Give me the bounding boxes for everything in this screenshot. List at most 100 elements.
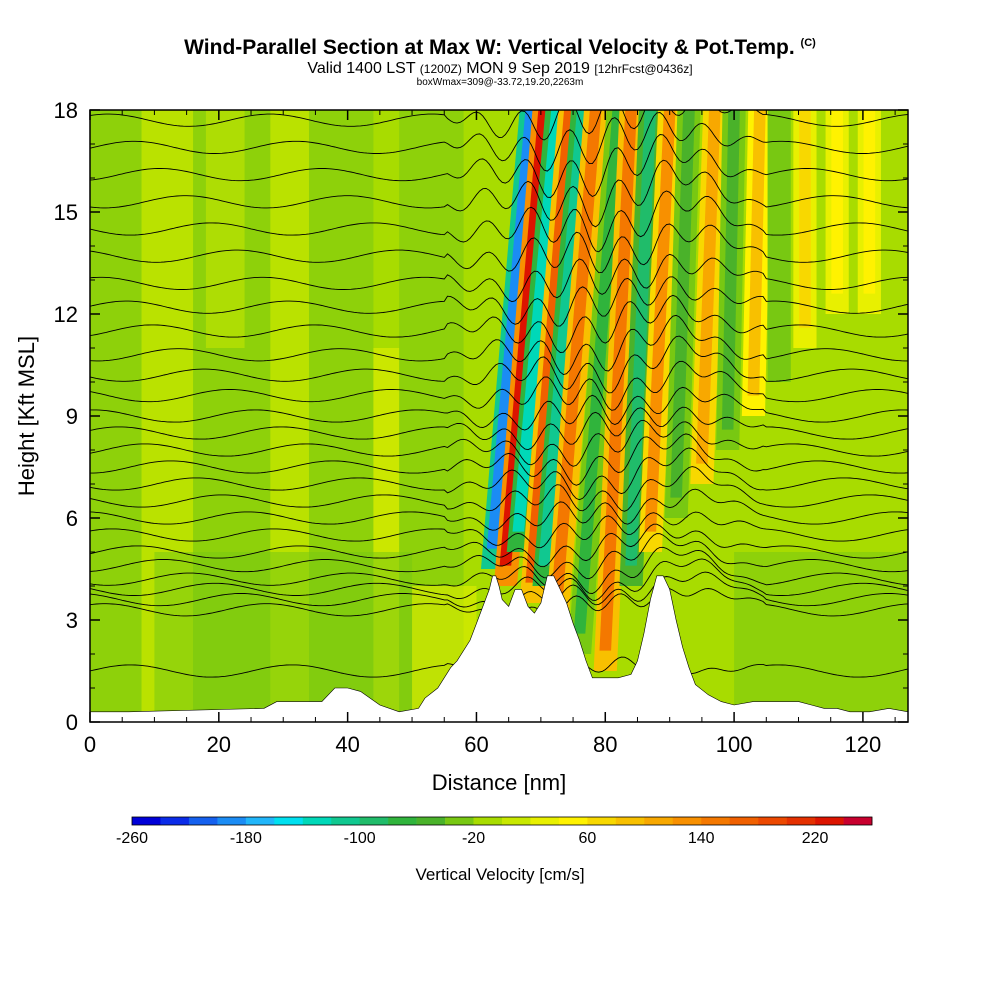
x-tick-label: 100 (716, 732, 753, 757)
y-tick-label: 3 (66, 608, 78, 633)
colorbar-swatch (701, 817, 730, 825)
colorbar-swatch (815, 817, 844, 825)
plot-area (90, 110, 908, 722)
colorbar: -260 -180 -100 -20 60 140 220 (116, 816, 873, 847)
x-tick-label: 120 (845, 732, 882, 757)
subtitle-date: MON 9 Sep 2019 (466, 60, 590, 77)
subtitle-valid: Valid 1400 LST (307, 60, 416, 77)
y-tick-label: 12 (54, 302, 78, 327)
theta-contour (90, 253, 908, 303)
velocity-band-core (773, 110, 785, 362)
colorbar-swatch (644, 817, 674, 825)
terrain (90, 575, 908, 722)
theta-contour (90, 466, 908, 512)
theta-contour (90, 190, 908, 253)
colorbar-tick-label: -100 (344, 830, 376, 847)
y-tick-label: 15 (54, 200, 78, 225)
theta-contour (90, 112, 908, 172)
theta-contour (90, 533, 908, 580)
theta-contour (90, 523, 908, 568)
colorbar-swatch (729, 817, 759, 825)
y-tick-label: 18 (54, 98, 78, 123)
x-axis: 0 20 40 60 80 100 120 (84, 110, 896, 757)
colorbar-swatch (331, 817, 360, 825)
colorbar-tick-label: -20 (462, 830, 485, 847)
colorbar-swatch (160, 817, 190, 825)
theta-contour (90, 276, 908, 327)
velocity-band-core (573, 110, 624, 634)
x-tick-label: 80 (593, 732, 617, 757)
colorbar-swatch (615, 817, 645, 825)
terrain-fill (90, 575, 908, 722)
subtitle-zulu: (1200Z) (419, 62, 462, 76)
field-patch (205, 110, 245, 348)
colorbar-tick-label: -180 (230, 830, 262, 847)
theta-contour (90, 386, 908, 431)
field-patch (154, 552, 413, 712)
velocity-band-core (799, 110, 811, 328)
velocity-band-core (721, 110, 740, 430)
velocity-band-core (696, 110, 721, 464)
x-tick-label: 20 (207, 732, 231, 757)
velocity-band-core (625, 110, 657, 566)
colorbar-tick-label: 140 (688, 830, 715, 847)
colorbar-swatch (132, 817, 161, 825)
velocity-band-core (551, 110, 602, 600)
colorbar-tick-label: 220 (802, 830, 829, 847)
theta-contour (90, 433, 908, 486)
theta-contour (90, 335, 908, 394)
y-axis: 0 3 6 9 12 15 18 (54, 98, 908, 735)
colorbar-swatch (416, 817, 446, 825)
colorbar-swatch (445, 817, 474, 825)
colorbar-swatch (302, 817, 332, 825)
colorbar-swatch (843, 817, 873, 825)
x-tick-label: 40 (335, 732, 359, 757)
colorbar-swatch (188, 817, 218, 825)
colorbar-swatch (672, 817, 702, 825)
field-patch (734, 552, 908, 712)
theta-contour (90, 294, 908, 353)
colorbar-label: Vertical Velocity [cm/s] (415, 865, 584, 884)
colorbar-tick-label: 60 (578, 830, 596, 847)
theta-contour (90, 511, 908, 549)
y-axis-label: Height [Kft MSL] (14, 336, 39, 496)
title-mark: (C) (800, 37, 816, 49)
colorbar-swatch (217, 817, 247, 825)
theta-contour (90, 159, 908, 228)
theta-contours (90, 110, 908, 682)
theta-contour (90, 110, 908, 141)
colorbar-swatch (558, 817, 588, 825)
chart-subtitle: Valid 1400 LST (1200Z) MON 9 Sep 2019 [1… (0, 60, 1000, 78)
velocity-band-core (644, 110, 676, 532)
subtitle-forecast: [12hrFcst@0436z] (594, 62, 693, 76)
theta-contour (90, 419, 908, 467)
velocity-band-core (599, 110, 637, 651)
x-tick-label: 60 (464, 732, 488, 757)
colorbar-swatch (786, 817, 816, 825)
chart-subline: boxWmax=309@-33.72,19.20,2263m (416, 77, 584, 88)
colorbar-swatch (274, 817, 304, 825)
colorbar-swatch (359, 817, 389, 825)
colorbar-swatch (587, 817, 617, 825)
chart-title: Wind-Parallel Section at Max W: Vertical… (0, 36, 1000, 60)
colorbar-swatch (530, 817, 560, 825)
colorbar-swatch (388, 817, 417, 825)
background-field (90, 110, 908, 712)
theta-contour (90, 406, 908, 451)
theta-contour (90, 447, 908, 501)
field-patch (90, 110, 142, 712)
x-tick-label: 0 (84, 732, 96, 757)
theta-contour (90, 314, 908, 375)
colorbar-swatch (473, 817, 503, 825)
theta-contour (90, 223, 908, 274)
y-tick-label: 9 (66, 404, 78, 429)
colorbar-swatch (758, 817, 787, 825)
velocity-band-core (863, 110, 876, 294)
y-tick-label: 6 (66, 506, 78, 531)
theta-contour (90, 546, 908, 594)
x-axis-label: Distance [nm] (432, 770, 567, 795)
velocity-band-core (831, 110, 843, 294)
colorbar-swatch (502, 817, 531, 825)
theta-contour (90, 134, 908, 198)
